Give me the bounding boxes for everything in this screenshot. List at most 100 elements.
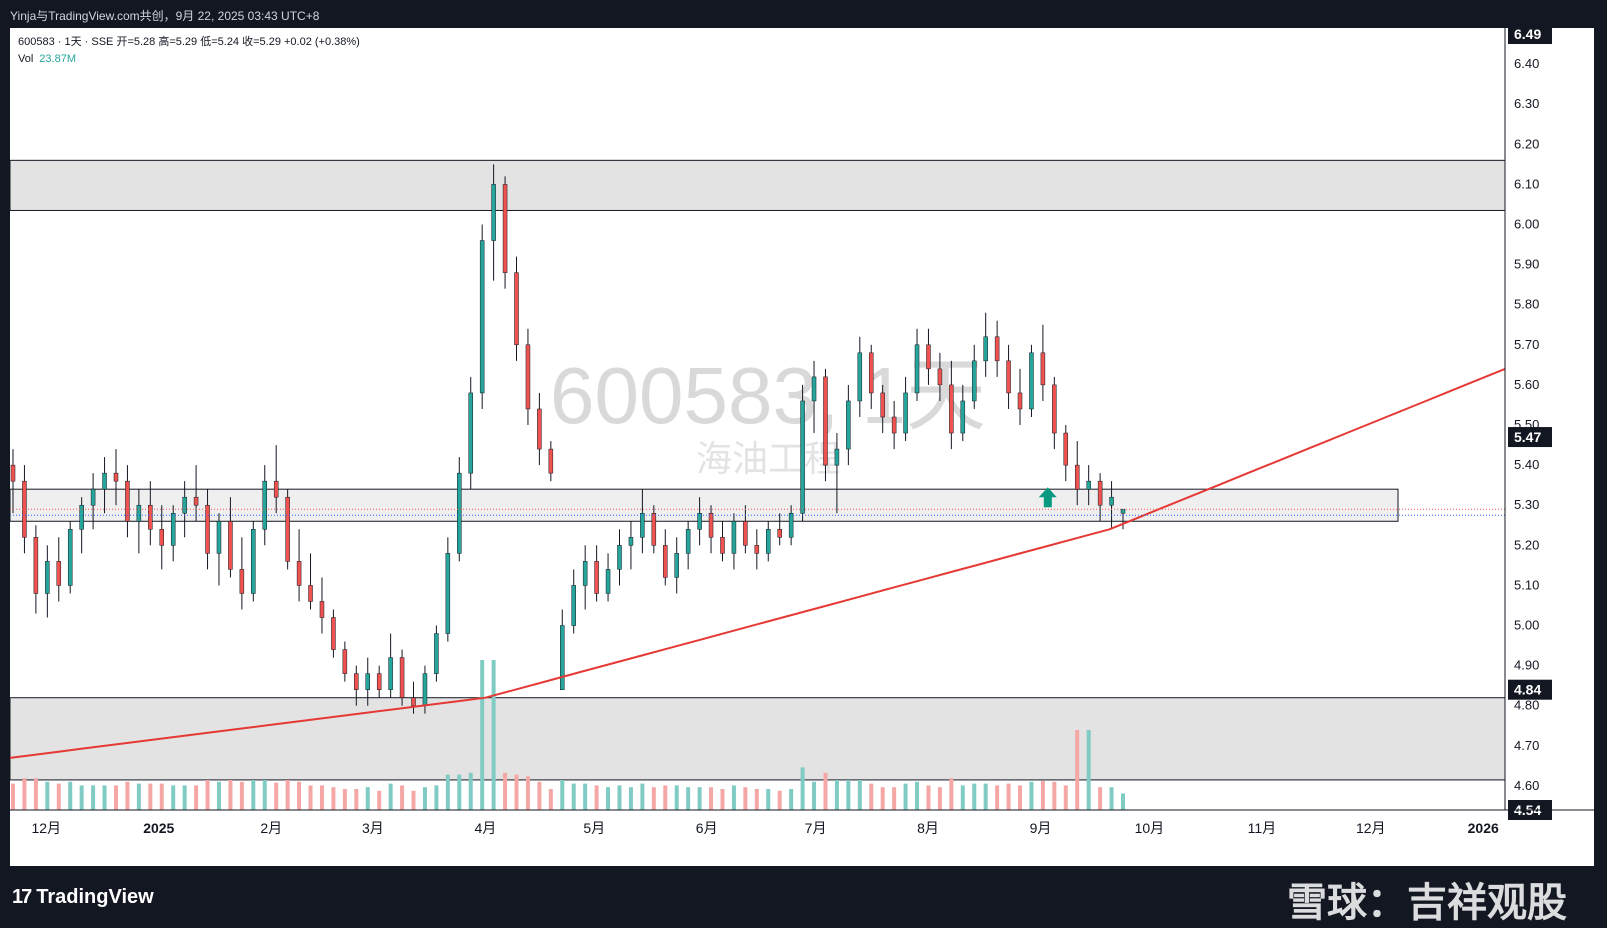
candle-body [674,553,679,578]
y-tick-label: 6.20 [1514,136,1539,151]
volume-bar [812,781,817,810]
volume-bar [1029,781,1034,810]
price-badge-current: 5.47 [1514,429,1541,445]
candle-body [434,633,439,674]
candle-body [10,464,16,482]
candle-body [239,569,245,594]
chart-panel[interactable]: 600583, 1天 海油工程 4.60 4.70 4.80 4.90 5.00 5.10 5.… [10,28,1594,866]
candle-body [1040,352,1046,386]
candle-body [479,240,485,394]
candle-body [33,537,39,594]
volume-bar [823,772,828,810]
volume-bar [148,783,153,810]
candle-body [136,504,142,522]
volume-bar [789,789,794,810]
candle-body [697,512,702,530]
candle-body [399,657,405,698]
candle-body [571,585,576,626]
volume-bar [411,790,416,810]
volume-bar [205,780,210,810]
candle-body [823,376,828,466]
volume-bar [91,785,96,810]
candle-body [376,673,382,690]
candle-body [388,657,393,690]
candle-body [90,488,96,506]
y-tick-label: 5.80 [1514,297,1539,312]
volume-bar [102,785,107,810]
price-badge-top: 6.49 [1514,28,1541,42]
volume-line: Vol 23.87M [18,51,360,68]
y-tick-label: 4.70 [1514,738,1539,753]
candle-body [605,569,611,594]
volume-bar [491,660,496,810]
volume-bar [56,783,61,810]
candle-body [502,184,508,273]
watermark-name: 海油工程 [696,438,840,479]
candle-body [685,529,691,554]
volume-bar [434,785,439,810]
candle-body [663,545,668,578]
volume-bar [1040,780,1045,810]
candle-body [125,480,130,522]
x-tick-label: 7月 [805,820,827,836]
volume-bar [640,783,645,810]
candle-body [193,496,199,506]
y-tick-label: 5.70 [1514,337,1539,352]
volume-bar [445,774,450,810]
candle-body [891,416,897,434]
candle-body [926,344,931,370]
y-tick-label: 5.20 [1514,537,1539,552]
volume-bar [354,789,359,810]
volume-bar [480,660,485,810]
volume-bar [468,772,473,810]
y-tick-label: 6.10 [1514,176,1539,191]
volume-bar [377,790,382,810]
candle-body [857,352,863,402]
candle-body [903,392,908,434]
candle-body [422,673,428,706]
candle-body [273,480,279,498]
volume-bar [1052,781,1057,810]
volume-bar [548,789,553,810]
volume-bar [926,785,931,810]
zone-support [10,488,1399,522]
volume-bar [1109,787,1114,810]
candle-body [777,529,782,538]
volume-bar [1018,785,1023,810]
volume-bar [514,774,519,810]
volume-bar [743,787,748,810]
candle-body [182,496,187,514]
volume-bar [342,789,347,810]
candle-body [45,561,50,594]
x-tick-label: 2月 [260,820,282,836]
volume-bar [651,787,656,810]
volume-bar [33,778,38,810]
x-tick-label: 5月 [583,820,605,836]
candle-body [628,537,634,546]
candle-body [228,521,233,570]
candle-body [548,448,554,474]
x-tick-label: 6月 [696,820,718,836]
tradingview-brand-name: TradingView [36,886,154,908]
volume-bar [171,785,176,810]
candle-body [994,336,1000,362]
tradingview-brand[interactable]: 17 TradingView [12,886,154,909]
volume-bar [915,781,920,810]
volume-bar [560,780,565,810]
candle-body [766,529,771,554]
candle-body [1097,480,1103,506]
volume-bar [777,790,782,810]
candle-body [846,400,851,450]
chart-legend: 600583 · 1天 · SSE 开=5.28 高=5.29 低=5.24 收… [18,34,360,68]
volume-bar [960,785,965,810]
candle-body [731,521,737,554]
candle-body [251,529,256,594]
up-arrow-marker [1038,487,1057,508]
volume-bar [457,774,462,810]
candle-body [914,344,920,394]
candle-body [79,504,84,530]
volume-bar [1063,785,1068,810]
volume-bar [1075,730,1080,810]
candle-body [113,472,119,482]
